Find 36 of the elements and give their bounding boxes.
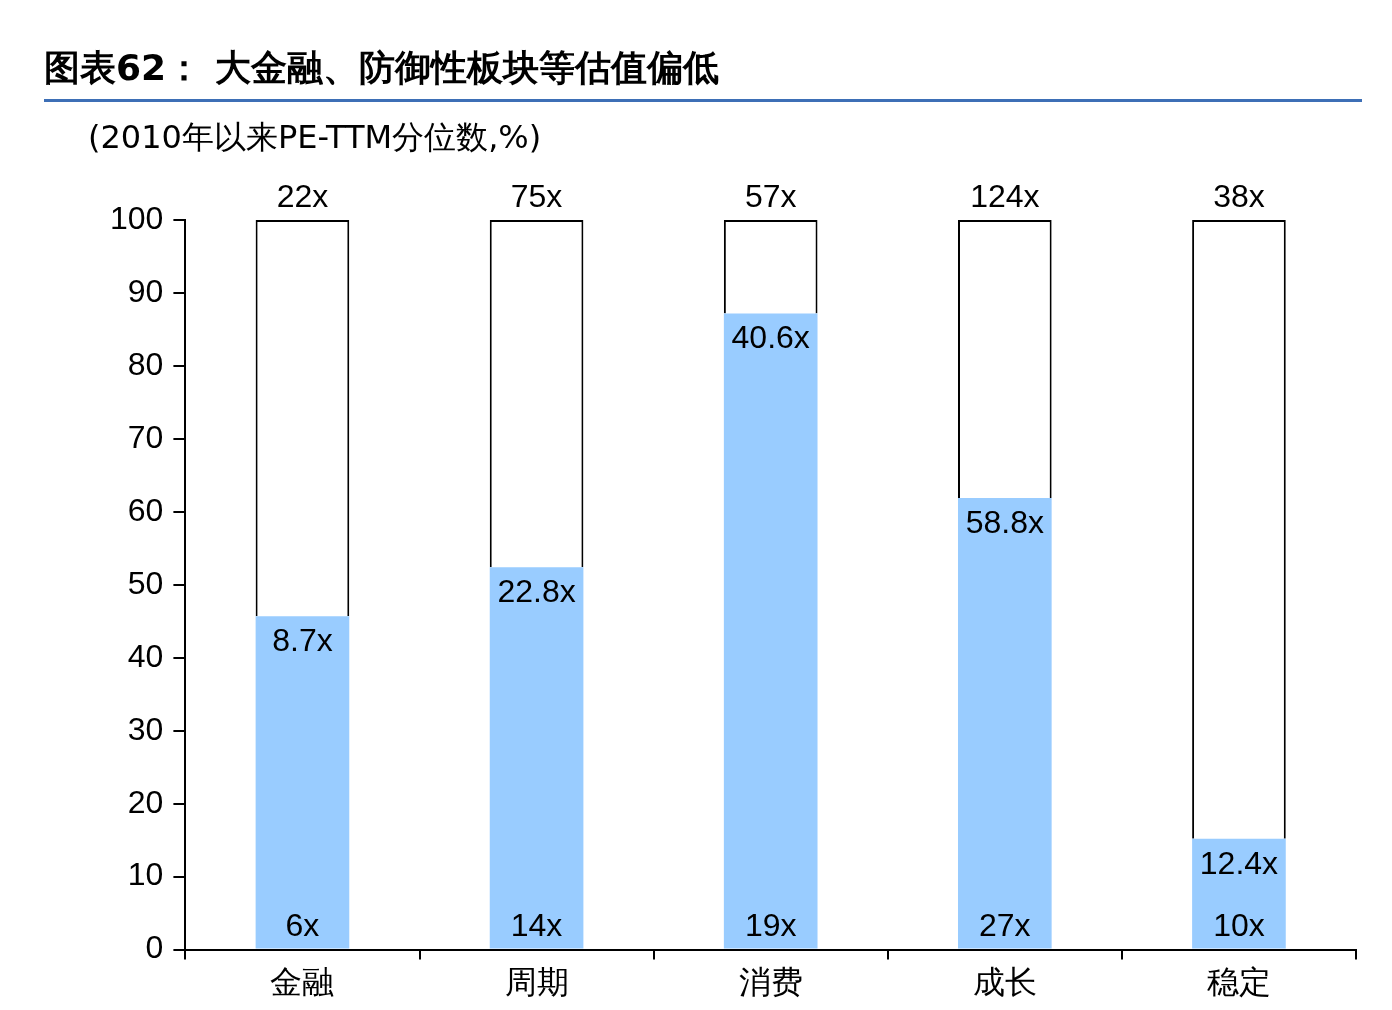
bar	[1192, 838, 1286, 949]
annotation: 6x	[285, 907, 320, 944]
annotation: 8.7x	[272, 622, 333, 658]
x-tick-label: 稳定	[1206, 963, 1271, 1002]
annotation: 57x	[744, 177, 797, 214]
annotation: 22x	[276, 177, 329, 214]
y-tick-label: 40	[127, 637, 164, 674]
annotation: 19x	[744, 907, 797, 944]
annotation: 22.8x	[497, 573, 576, 610]
y-tick-label: 10	[127, 856, 164, 893]
annotation: 27x	[979, 907, 1031, 944]
annotation: 124x	[970, 177, 1040, 214]
annotation: 38x	[1213, 177, 1265, 214]
annotation: 12.4x	[1199, 844, 1279, 881]
y-tick-label: 30	[127, 710, 164, 747]
y-axis-title: (2010年以来PE-TTM分位数,%)	[88, 117, 542, 158]
y-tick-label: 80	[127, 345, 164, 382]
y-tick-label: 0	[145, 929, 164, 966]
y-tick-label: 60	[127, 491, 164, 528]
x-tick-label: 成长	[972, 963, 1037, 1002]
x-tick-label: 周期	[504, 963, 569, 1002]
annotation: 75x	[510, 177, 563, 214]
bar	[957, 497, 1052, 949]
x-tick-label: 消费	[738, 963, 803, 1002]
y-tick-label: 20	[127, 783, 164, 820]
annotation: 58.8x	[965, 503, 1044, 540]
bar	[723, 313, 818, 949]
y-tick-label: 50	[127, 564, 164, 601]
chart-title: 图表62： 大金融、防御性板块等估值偏低	[44, 44, 1362, 102]
annotation: 40.6x	[731, 319, 810, 356]
y-tick-label: 90	[127, 272, 164, 309]
annotation: 14x	[510, 907, 563, 944]
y-tick-label: 70	[127, 418, 164, 455]
y-tick-label: 100	[110, 199, 164, 236]
annotation: 10x	[1213, 907, 1265, 944]
x-tick-label: 金融	[270, 963, 335, 1002]
